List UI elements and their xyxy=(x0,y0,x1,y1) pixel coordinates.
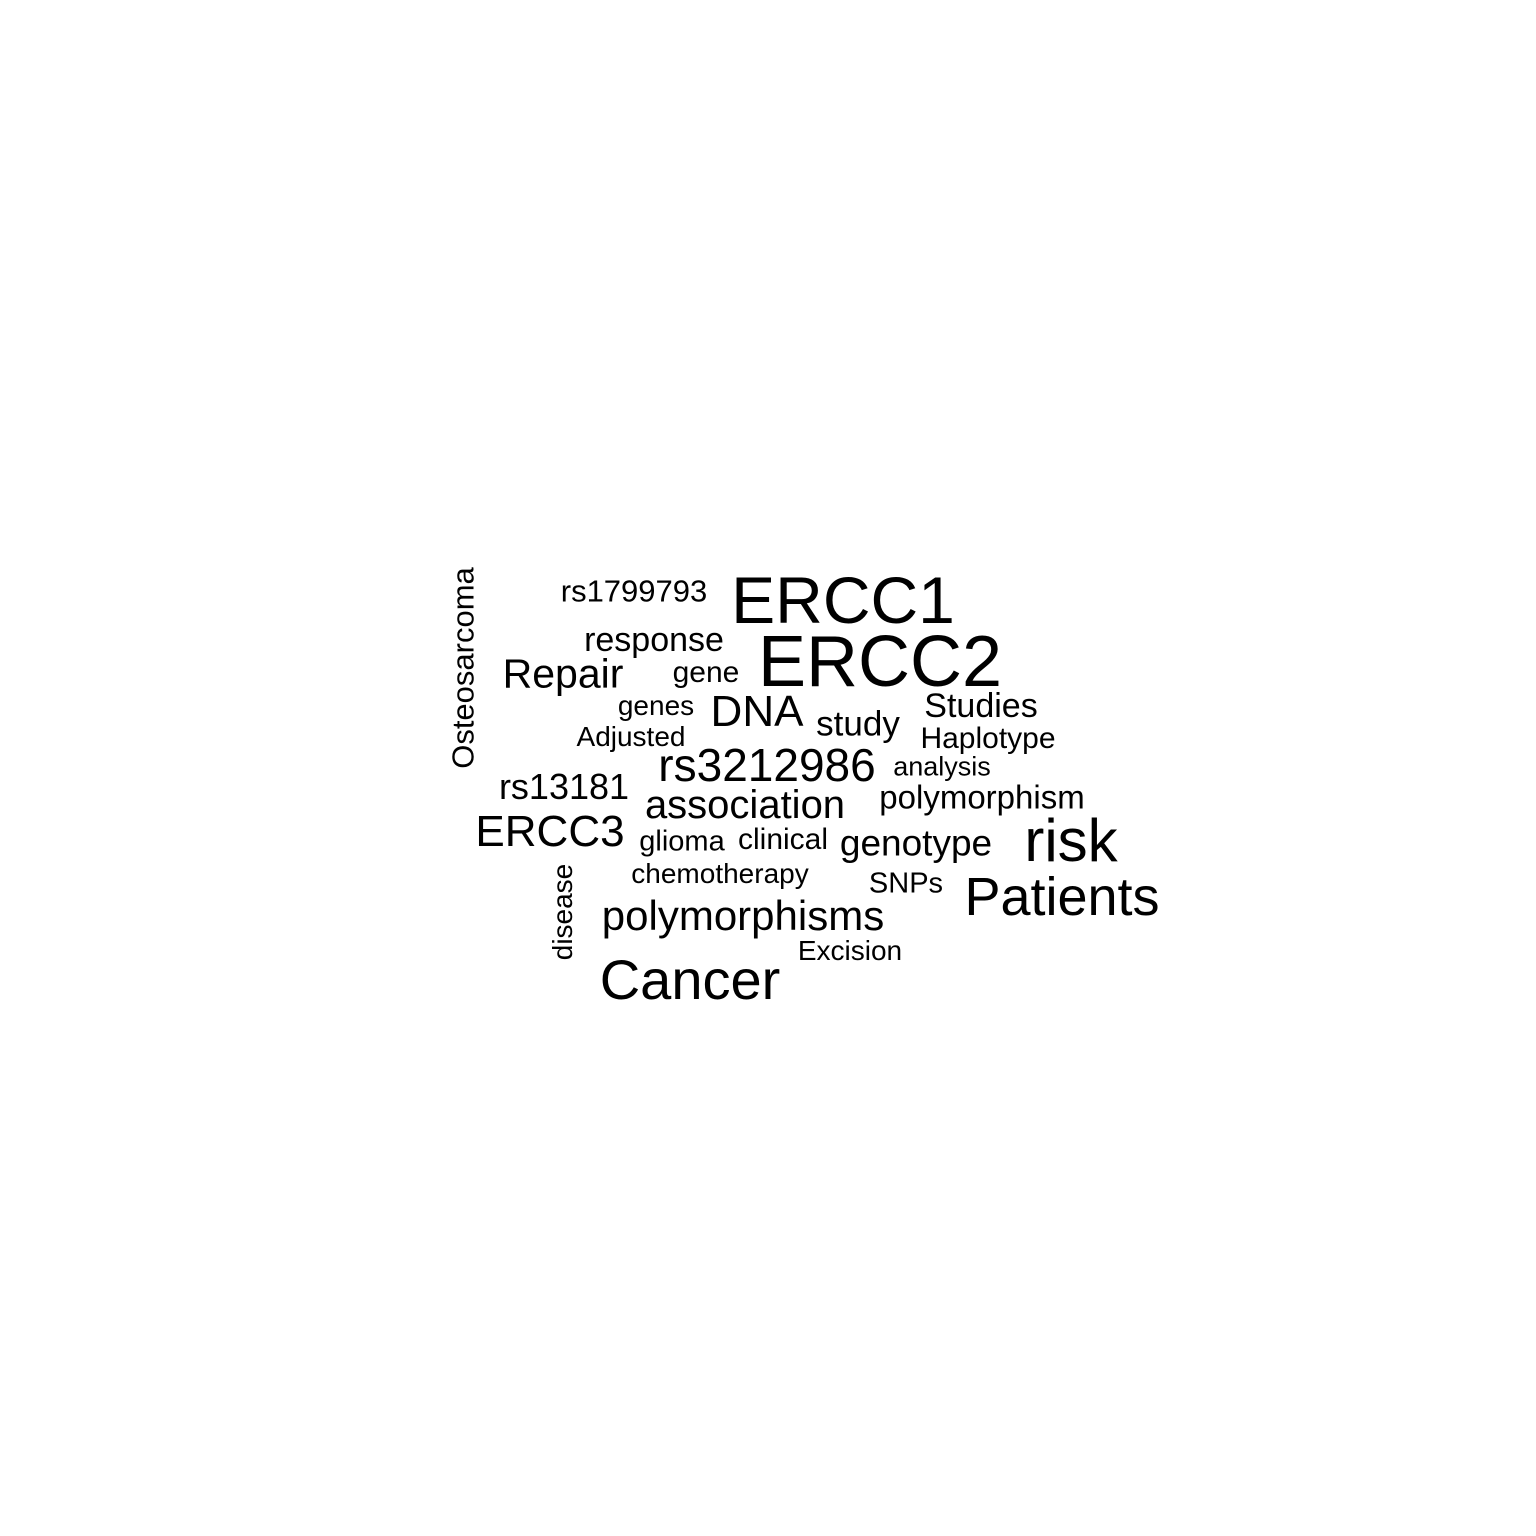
word-rs13181: rs13181 xyxy=(498,766,630,807)
word-studies: Studies xyxy=(924,687,1038,725)
word-ercc3: ERCC3 xyxy=(475,807,625,856)
word-genes: genes xyxy=(617,690,695,721)
word-adjusted: Adjusted xyxy=(576,721,686,752)
word-ercc1: ERCC1 xyxy=(731,563,955,637)
word-cancer: Cancer xyxy=(599,948,781,1011)
word-glioma: glioma xyxy=(639,825,725,858)
word-study: study xyxy=(816,704,900,744)
word-excision: Excision xyxy=(797,935,903,966)
word-snps: SNPs xyxy=(868,867,944,900)
word-repair: Repair xyxy=(502,650,624,697)
word-polymorphisms: polymorphisms xyxy=(601,892,885,939)
word-ercc2: ERCC2 xyxy=(757,622,1003,702)
word-gene: gene xyxy=(672,656,740,689)
word-haplotype: Haplotype xyxy=(920,722,1056,755)
word-patients: Patients xyxy=(964,867,1160,927)
word-genotype: genotype xyxy=(839,822,993,864)
word-response: response xyxy=(584,621,724,659)
word-chemotherapy: chemotherapy xyxy=(631,858,809,889)
word-polymorphism: polymorphism xyxy=(879,778,1085,816)
word-disease: disease xyxy=(547,863,578,961)
word-risk: risk xyxy=(1024,807,1118,874)
word-dna: DNA xyxy=(710,687,804,736)
word-rs3212986: rs3212986 xyxy=(658,739,876,791)
word-analysis: analysis xyxy=(893,751,991,782)
word-osteosarcoma: Osteosarcoma xyxy=(445,567,481,769)
word-clinical: clinical xyxy=(737,823,829,856)
word-association: association xyxy=(644,783,846,827)
word-rs1799793: rs1799793 xyxy=(560,573,708,609)
